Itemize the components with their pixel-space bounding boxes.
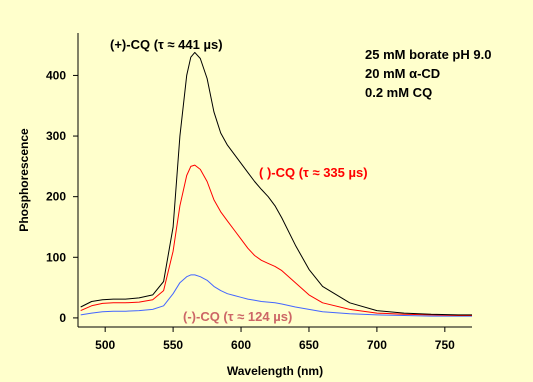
series-line xyxy=(80,51,472,316)
condition-annotation: 20 mM α-CD xyxy=(365,66,440,81)
series-layer xyxy=(80,51,472,317)
y-tick-label: 400 xyxy=(46,68,66,82)
series-line xyxy=(80,274,472,317)
labels-layer: (+)-CQ (τ ≈ 441 µs) ( )-CQ (τ ≈ 335 µs) (-… xyxy=(110,37,491,324)
series-line xyxy=(80,164,472,316)
y-tick-label: 300 xyxy=(46,129,66,143)
y-tick-label: 100 xyxy=(46,250,66,264)
x-axis-title: Wavelength (nm) xyxy=(227,364,323,378)
series-label: (-)-CQ (τ ≈ 124 µs) xyxy=(183,309,292,324)
y-tick-label: 200 xyxy=(46,190,66,204)
x-tick-label: 750 xyxy=(435,338,455,352)
condition-annotation: 0.2 mM CQ xyxy=(365,85,432,100)
axes: 0 100 200 300 400 500 550 600 650 700 750 Wavelengt… xyxy=(17,33,472,378)
series-label: (+)-CQ (τ ≈ 441 µs) xyxy=(110,37,223,52)
y-axis-title: Phosphorescence xyxy=(17,128,31,232)
x-tick-label: 700 xyxy=(367,338,387,352)
x-tick-label: 550 xyxy=(163,338,183,352)
y-tick-label: 0 xyxy=(59,311,66,325)
condition-annotation: 25 mM borate pH 9.0 xyxy=(365,47,491,62)
x-tick-label: 600 xyxy=(231,338,251,352)
x-tick-label: 650 xyxy=(299,338,319,352)
series-label: ( )-CQ (τ ≈ 335 µs) xyxy=(259,165,368,180)
x-tick-label: 500 xyxy=(95,338,115,352)
